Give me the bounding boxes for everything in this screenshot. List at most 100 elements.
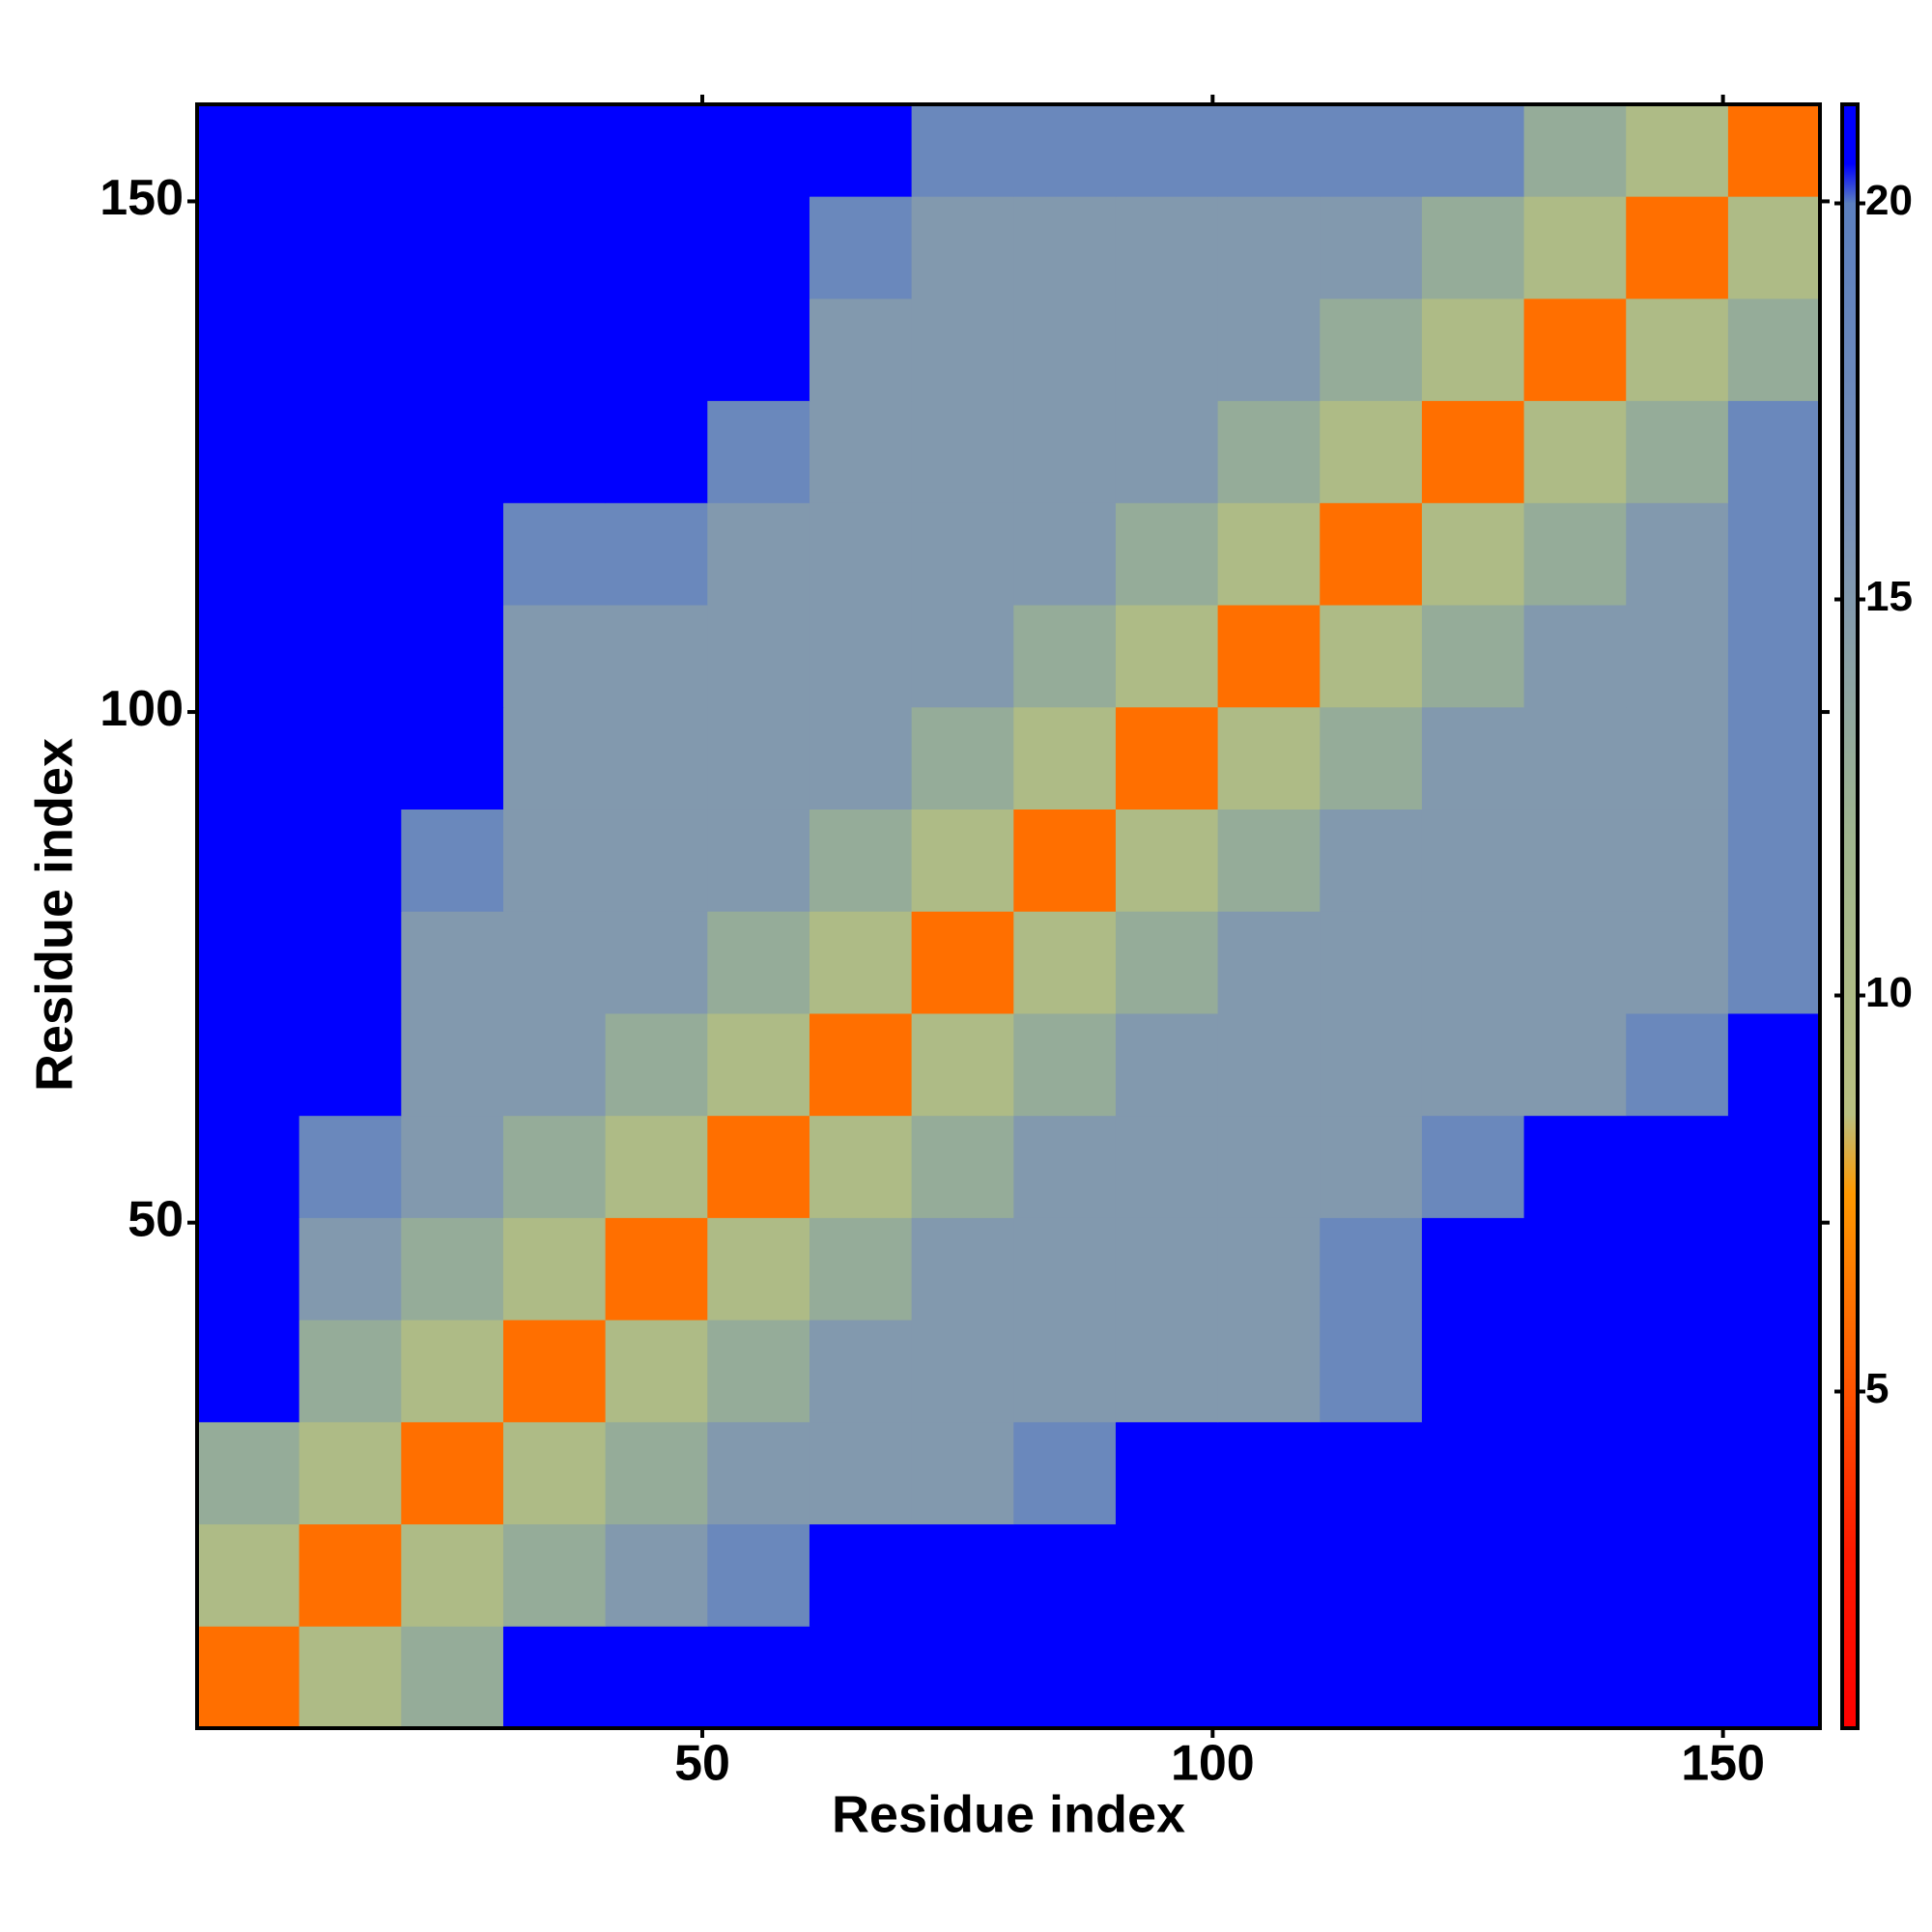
heatmap-cell (502, 1217, 607, 1321)
heatmap-cell (197, 1523, 300, 1627)
x-axis-label: Residue index (832, 1785, 1185, 1843)
heatmap-cell (1421, 1523, 1525, 1627)
heatmap-cell (298, 1523, 402, 1627)
heatmap-cell (298, 605, 402, 708)
heatmap-cell (1421, 1626, 1525, 1729)
heatmap-cell (911, 1626, 1014, 1729)
heatmap-cell (1115, 1626, 1219, 1729)
heatmap-cell (1217, 1320, 1321, 1423)
heatmap-cell (707, 298, 810, 402)
heatmap-cell (707, 502, 810, 606)
heatmap-cell (401, 104, 504, 197)
heatmap-cell (911, 298, 1014, 402)
heatmap-cell (502, 1115, 607, 1218)
heatmap-cell (401, 1217, 504, 1321)
heatmap-cell (809, 706, 913, 810)
x-tick-label: 50 (674, 1736, 730, 1792)
heatmap-cell (197, 298, 300, 402)
heatmap-cell (1421, 196, 1525, 299)
y-axis-label: Residue index (25, 738, 83, 1092)
heatmap-cell (1013, 706, 1117, 810)
heatmap-cell (707, 1320, 810, 1423)
heatmap-cell (1523, 1217, 1627, 1321)
heatmap-cell (298, 196, 402, 299)
heatmap-cell (502, 400, 607, 503)
heatmap-cell (1115, 1115, 1219, 1218)
heatmap-cell (1320, 605, 1423, 708)
heatmap-cell (1217, 104, 1321, 197)
heatmap-cell (809, 911, 913, 1014)
heatmap-cell (1523, 196, 1627, 299)
heatmap-cell (1320, 298, 1423, 402)
heatmap-cell (1217, 1217, 1321, 1321)
heatmap-cell (911, 400, 1014, 503)
heatmap-cell (502, 809, 607, 912)
heatmap-cell (1727, 1421, 1821, 1525)
heatmap-cell (1626, 400, 1729, 503)
colorbar-tick-label: 20 (1865, 177, 1913, 224)
heatmap-cell (605, 809, 708, 912)
heatmap-cell (1727, 1217, 1821, 1321)
heatmap-cell (911, 706, 1014, 810)
heatmap-cell (1421, 298, 1525, 402)
heatmap-cell (197, 1115, 300, 1218)
heatmap-cell (1523, 706, 1627, 810)
heatmap-cell (1217, 502, 1321, 606)
heatmap-cell (605, 605, 708, 708)
heatmap-cell (605, 400, 708, 503)
heatmap-cell (1320, 502, 1423, 606)
heatmap-cell (401, 196, 504, 299)
heatmap-cell (1217, 706, 1321, 810)
heatmap-cell (1421, 706, 1525, 810)
heatmap-cell (707, 1115, 810, 1218)
heatmap-cell (605, 298, 708, 402)
heatmap-cell (197, 605, 300, 708)
heatmap-cell (1523, 298, 1627, 402)
heatmap-cell (1013, 911, 1117, 1014)
heatmap-cell (1115, 502, 1219, 606)
heatmap-cell (1626, 911, 1729, 1014)
heatmap-cell (197, 104, 300, 197)
heatmap-cell (1115, 1217, 1219, 1321)
heatmap-cell (1421, 400, 1525, 503)
heatmap-cell (1421, 605, 1525, 708)
heatmap-cell (1217, 1421, 1321, 1525)
heatmap-cell (605, 196, 708, 299)
heatmap-cell (298, 706, 402, 810)
heatmap-cell (1421, 1217, 1525, 1321)
colorbar-tick-label: 10 (1865, 969, 1913, 1016)
heatmap-cell (1320, 1115, 1423, 1218)
heatmap-cell (401, 605, 504, 708)
heatmap-cell (809, 1626, 913, 1729)
heatmap-cell (1013, 502, 1117, 606)
heatmap-cell (1115, 400, 1219, 503)
heatmap-cell (1523, 605, 1627, 708)
heatmap-cell (401, 1320, 504, 1423)
heatmap-cell (502, 104, 607, 197)
heatmap-cell (1013, 1012, 1117, 1117)
heatmap-cell (1523, 809, 1627, 912)
heatmap-cell (401, 298, 504, 402)
heatmap-cell (1626, 1626, 1729, 1729)
heatmap-cell (1115, 1421, 1219, 1525)
heatmap-cell (1115, 104, 1219, 197)
heatmap-cell (1320, 1320, 1423, 1423)
heatmap-cell (502, 911, 607, 1014)
heatmap-cell (1421, 911, 1525, 1014)
heatmap-cell (1421, 1012, 1525, 1117)
heatmap-cell (502, 1012, 607, 1117)
heatmap-cell (707, 1626, 810, 1729)
heatmap-cell (707, 104, 810, 197)
heatmap-cell (1727, 605, 1821, 708)
heatmap-cell (911, 502, 1014, 606)
heatmap-cell (1320, 400, 1423, 503)
heatmap-cell (197, 809, 300, 912)
heatmap-cell (502, 605, 607, 708)
heatmap-cell (605, 1115, 708, 1218)
heatmap-cell (809, 1320, 913, 1423)
heatmap-cell (1013, 809, 1117, 912)
heatmap-cell (1626, 1523, 1729, 1627)
heatmap-cell (1320, 196, 1423, 299)
heatmap-cell (1727, 1115, 1821, 1218)
colorbar (1840, 102, 1860, 1730)
